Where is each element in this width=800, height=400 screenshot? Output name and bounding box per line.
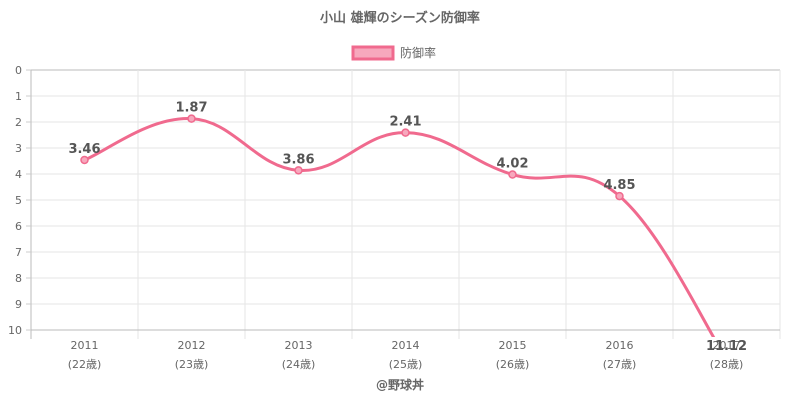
data-point[interactable] (508, 170, 517, 179)
x-tick-sublabel: (27歳) (603, 358, 637, 371)
y-tick-label: 9 (15, 298, 22, 311)
data-point[interactable] (80, 155, 89, 165)
x-tick-sublabel: (26歳) (496, 358, 530, 371)
x-tick-label: 2012 (178, 339, 206, 352)
legend[interactable]: 防御率 (351, 45, 436, 61)
data-label: 2.41 (389, 115, 421, 130)
legend-swatch (351, 45, 395, 61)
x-tick-label: 2015 (499, 339, 527, 352)
footer-credit: @野球丼 (376, 377, 424, 392)
x-tick-sublabel: (24歳) (282, 358, 316, 371)
x-tick-sublabel: (22歳) (68, 358, 102, 371)
data-label: 11.12 (706, 339, 747, 354)
x-tick-label: 2011 (71, 339, 99, 352)
x-tick-label: 2016 (606, 339, 634, 352)
data-point[interactable] (615, 191, 624, 201)
data-point[interactable] (294, 166, 303, 175)
y-tick-label: 3 (15, 142, 22, 155)
x-tick-sublabel: (23歳) (175, 358, 209, 371)
y-tick-label: 4 (15, 168, 22, 181)
legend-label: 防御率 (400, 45, 436, 60)
data-point[interactable] (401, 128, 410, 137)
y-tick-label: 0 (15, 64, 22, 77)
data-label: 3.86 (282, 152, 314, 167)
x-tick-sublabel: (28歳) (710, 358, 744, 371)
y-tick-label: 1 (15, 90, 22, 103)
series-line-era (83, 117, 716, 337)
grid (30, 69, 781, 339)
y-tick-label: 2 (15, 116, 22, 129)
x-axis-ticks: 2011 (22歳) 2012 (23歳) 2013 (24歳) 2014 (25歳) 2015… (68, 339, 744, 371)
data-labels: 3.46 1.87 3.86 2.41 4.02 4.85 11.12 (68, 101, 747, 354)
y-tick-label: 6 (15, 220, 22, 233)
y-tick-label: 8 (15, 272, 22, 285)
chart-title: 小山 雄輝のシーズン防御率 (320, 10, 480, 26)
y-axis-ticks: 0 1 2 3 4 5 6 7 8 9 10 (8, 64, 31, 337)
data-label: 4.02 (496, 157, 528, 172)
x-tick-sublabel: (25歳) (389, 358, 423, 371)
x-tick-label: 2017 (713, 339, 741, 352)
data-label: 1.87 (175, 101, 207, 116)
data-label: 4.85 (603, 178, 635, 193)
y-tick-label: 7 (15, 246, 22, 259)
data-points (80, 114, 624, 201)
x-tick-label: 2014 (392, 339, 420, 352)
y-tick-label: 5 (15, 194, 22, 207)
data-point[interactable] (187, 114, 196, 123)
x-tick-label: 2013 (285, 339, 313, 352)
y-tick-label: 10 (8, 324, 22, 337)
data-label: 3.46 (68, 142, 100, 157)
